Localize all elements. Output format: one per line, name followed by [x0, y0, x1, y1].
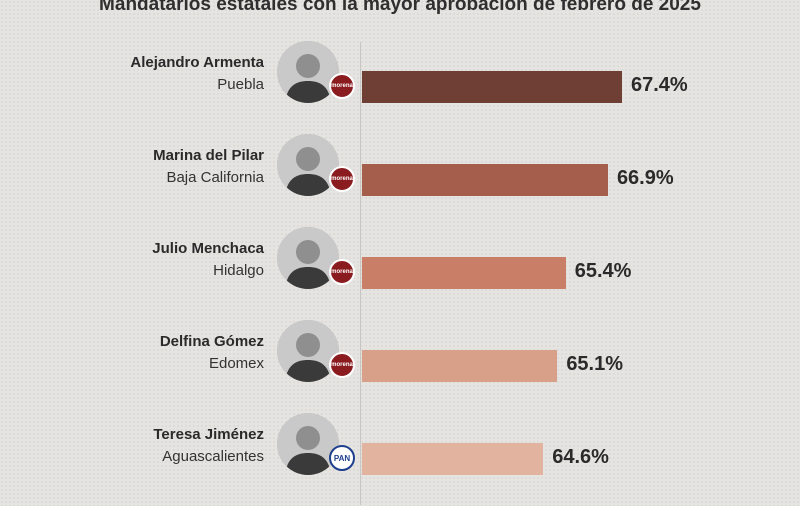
bar: [362, 350, 558, 382]
morena-logo-icon: morena: [329, 166, 355, 192]
morena-logo-icon: morena: [329, 73, 355, 99]
bar-row: Julio Menchaca Hidalgo morena 65.4%: [0, 227, 800, 320]
chart-title: Mandatarios estatales con la mayor aprob…: [99, 0, 701, 15]
governor-photo: [277, 41, 339, 103]
governor-name: Delfina Gómez: [159, 333, 264, 350]
state-label: Edomex: [208, 355, 264, 372]
morena-logo-icon: morena: [329, 352, 355, 378]
bar: [362, 443, 544, 475]
bar: [362, 257, 566, 289]
state-label: Puebla: [217, 76, 264, 93]
governor-name: Alejandro Armenta: [130, 54, 264, 71]
axis-line: [360, 42, 361, 505]
governor-photo: [277, 227, 339, 289]
value-label: 67.4%: [631, 74, 688, 96]
bar-row: Alejandro Armenta Puebla morena 67.4%: [0, 41, 800, 134]
governor-photo: [277, 320, 339, 382]
bar-row: Teresa Jiménez Aguascalientes PAN 64.6%: [0, 413, 800, 506]
value-label: 65.4%: [574, 260, 632, 282]
morena-logo-icon: morena: [329, 259, 355, 285]
pan-logo-icon: PAN: [329, 445, 355, 471]
governor-photo: [277, 134, 339, 196]
bar-row: Delfina Gómez Edomex morena 65.1%: [0, 320, 800, 413]
state-label: Hidalgo: [213, 262, 264, 279]
governor-name: Marina del Pilar: [153, 147, 264, 164]
value-label: 66.9%: [616, 167, 674, 189]
governor-photo: [277, 413, 339, 475]
governor-name: Teresa Jiménez: [153, 426, 264, 443]
governor-name: Julio Menchaca: [152, 240, 264, 257]
value-label: 65.1%: [566, 353, 624, 375]
value-label: 64.6%: [552, 446, 609, 468]
state-label: Aguascalientes: [162, 448, 264, 465]
state-label: Baja California: [166, 169, 264, 186]
bar: [362, 71, 622, 103]
bar: [362, 164, 608, 196]
bar-row: Marina del Pilar Baja California morena 66.…: [0, 134, 800, 227]
